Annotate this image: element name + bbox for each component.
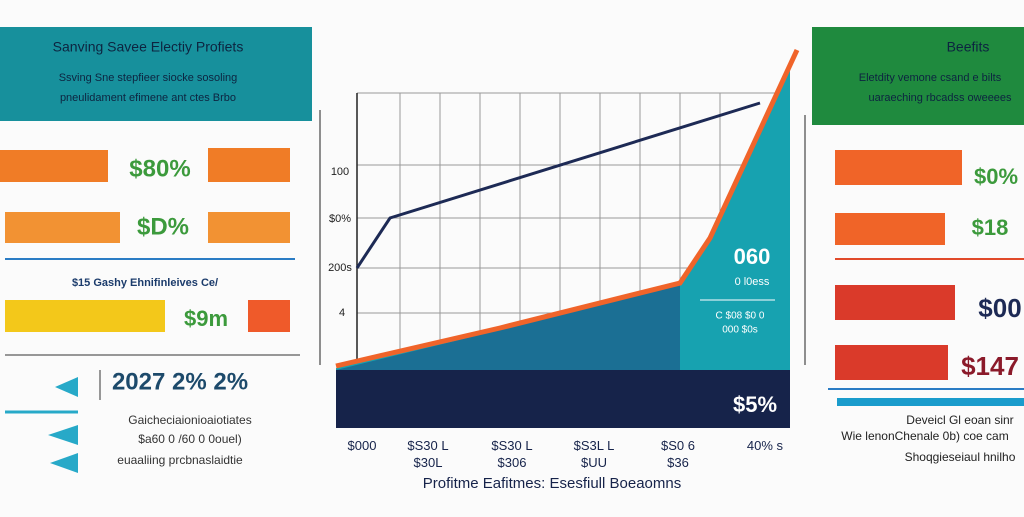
bar-label: $80%: [129, 155, 190, 182]
callout-line: 000 $0s: [722, 325, 758, 336]
x-label: 40% s: [747, 438, 784, 453]
x-label: $S0 6 $36: [661, 438, 695, 470]
right-header: [812, 27, 1024, 125]
area: [336, 285, 680, 370]
x-label: $S3L L $UU: [574, 438, 615, 470]
line: [335, 48, 800, 369]
callout-line: 0 l0ess: [735, 276, 770, 288]
left-title: Sanving Savee Electiy Profiets: [53, 39, 244, 55]
axis-label: 4: [339, 307, 345, 319]
note: Deveicl Gl eoan sinr: [906, 413, 1013, 427]
stat: 2027 2% 2%: [112, 368, 248, 395]
bar-label: $0%: [974, 164, 1018, 189]
x-label: $S30 L $306: [491, 438, 532, 470]
axis-label: 200s: [328, 262, 352, 274]
bar: [5, 212, 120, 243]
x-label: $000: [348, 438, 377, 453]
note: Wie lenonChenale 0b) coe cam: [841, 429, 1008, 443]
bar: [208, 148, 290, 182]
bar: [835, 285, 955, 320]
x-labels: $000 $S30 L $30L $S30 L $306 $S3L L $UU $S0 6 $3…: [348, 438, 784, 470]
right-line: Eletdity vemone csand e bilts: [859, 72, 1002, 84]
axis-label: $0%: [329, 213, 351, 225]
bar: [835, 150, 962, 185]
bar: [0, 150, 108, 182]
bar-label: $00: [978, 293, 1021, 323]
bar-label: $9m: [184, 306, 228, 331]
right-line: uaraeching rbcadss oweeees: [868, 92, 1012, 104]
bar-label: $18: [972, 215, 1009, 240]
right-title: Beefits: [947, 39, 990, 55]
note: Shoqgieseiaul hnilho: [905, 450, 1016, 464]
bar-label: $D%: [137, 213, 189, 240]
bar: [835, 213, 945, 245]
note: Gaicheciaionioaiotiates: [128, 413, 251, 427]
bar: [5, 300, 165, 332]
left-header: [0, 27, 312, 121]
bar: [208, 212, 290, 243]
left-line: pneulidament efimene ant ctes Brbo: [60, 92, 236, 104]
callout-line: C $08 $0 0: [716, 311, 765, 322]
bar: [835, 345, 948, 380]
arrow: [48, 425, 78, 445]
left-line: Ssving Sne stepfieer siocke sosoling: [59, 72, 238, 84]
callout: 060: [734, 244, 771, 269]
axis-label: 100: [331, 166, 349, 178]
note: euaaliing prcbnaslaidtie: [117, 453, 243, 467]
x-label: $S30 L $30L: [407, 438, 448, 470]
caption: $15 Gashy Ehnifinleives Ce/: [72, 277, 218, 289]
band: [837, 398, 1024, 406]
note: $a60 0 /60 0 0ouel): [138, 432, 241, 446]
chart-title: Profitme Eafitmes: Esesfiull Boeaomns: [423, 475, 681, 492]
band-label: $5%: [733, 392, 777, 417]
band: [336, 370, 790, 428]
arrow: [50, 453, 78, 473]
bar-label: $147: [961, 351, 1019, 381]
bar: [248, 300, 290, 332]
line: [355, 101, 761, 269]
arrow: [55, 377, 78, 397]
